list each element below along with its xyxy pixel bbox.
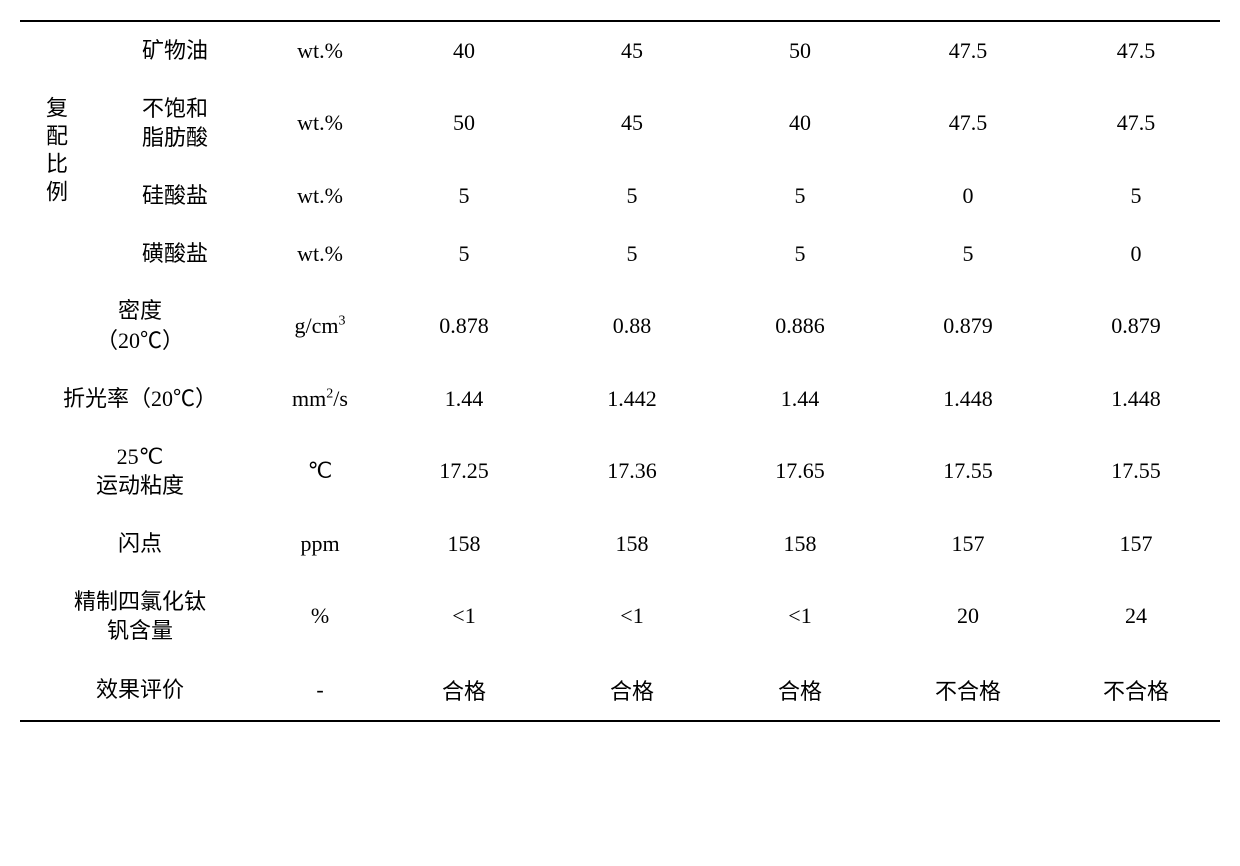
cell-value: 24 <box>1052 573 1220 660</box>
cell-value: 17.55 <box>884 428 1052 515</box>
cell-value: 158 <box>380 515 548 573</box>
cell-value: 47.5 <box>1052 21 1220 80</box>
row-unit: - <box>260 660 380 721</box>
row-unit: mm2/s <box>260 370 380 428</box>
row-unit: wt.% <box>260 167 380 225</box>
row-name: 密度（20℃） <box>20 282 260 369</box>
row-unit: wt.% <box>260 225 380 283</box>
row-name: 不饱和脂肪酸 <box>90 80 260 167</box>
cell-value: 1.448 <box>1052 370 1220 428</box>
row-unit: ppm <box>260 515 380 573</box>
cell-value: 17.25 <box>380 428 548 515</box>
cell-value: 158 <box>716 515 884 573</box>
row-name: 效果评价 <box>20 660 260 721</box>
cell-value: 0.886 <box>716 282 884 369</box>
cell-value: <1 <box>380 573 548 660</box>
cell-value: 1.448 <box>884 370 1052 428</box>
cell-value: 0.88 <box>548 282 716 369</box>
row-unit: ℃ <box>260 428 380 515</box>
cell-value: 45 <box>548 80 716 167</box>
row-unit: wt.% <box>260 80 380 167</box>
cell-value: 5 <box>380 167 548 225</box>
cell-value: 5 <box>716 167 884 225</box>
cell-value: <1 <box>548 573 716 660</box>
cell-value: 0 <box>884 167 1052 225</box>
cell-value: 50 <box>380 80 548 167</box>
cell-value: 1.442 <box>548 370 716 428</box>
cell-value: 不合格 <box>884 660 1052 721</box>
cell-value: 5 <box>548 225 716 283</box>
group-label-text: 复配比例 <box>31 96 79 208</box>
row-name: 25℃运动粘度 <box>20 428 260 515</box>
cell-value: 0.879 <box>884 282 1052 369</box>
data-table: 复配比例矿物油wt.%40455047.547.5不饱和脂肪酸wt.%50454… <box>20 20 1220 722</box>
cell-value: 1.44 <box>380 370 548 428</box>
cell-value: 5 <box>1052 167 1220 225</box>
cell-value: 合格 <box>716 660 884 721</box>
row-unit: % <box>260 573 380 660</box>
cell-value: 40 <box>716 80 884 167</box>
cell-value: 合格 <box>548 660 716 721</box>
row-name: 矿物油 <box>90 21 260 80</box>
cell-value: 5 <box>548 167 716 225</box>
row-name: 折光率（20℃） <box>20 370 260 428</box>
row-unit: wt.% <box>260 21 380 80</box>
row-name: 硅酸盐 <box>90 167 260 225</box>
cell-value: 47.5 <box>884 21 1052 80</box>
row-name: 精制四氯化钛钒含量 <box>20 573 260 660</box>
cell-value: 0.879 <box>1052 282 1220 369</box>
cell-value: 17.55 <box>1052 428 1220 515</box>
cell-value: 1.44 <box>716 370 884 428</box>
cell-value: 17.65 <box>716 428 884 515</box>
cell-value: 5 <box>716 225 884 283</box>
cell-value: 0.878 <box>380 282 548 369</box>
cell-value: 157 <box>1052 515 1220 573</box>
cell-value: 50 <box>716 21 884 80</box>
row-unit: g/cm3 <box>260 282 380 369</box>
cell-value: 0 <box>1052 225 1220 283</box>
row-group-label: 复配比例 <box>20 21 90 282</box>
cell-value: 47.5 <box>1052 80 1220 167</box>
cell-value: 5 <box>884 225 1052 283</box>
cell-value: <1 <box>716 573 884 660</box>
cell-value: 5 <box>380 225 548 283</box>
cell-value: 不合格 <box>1052 660 1220 721</box>
cell-value: 20 <box>884 573 1052 660</box>
row-name: 闪点 <box>20 515 260 573</box>
cell-value: 40 <box>380 21 548 80</box>
cell-value: 47.5 <box>884 80 1052 167</box>
cell-value: 45 <box>548 21 716 80</box>
cell-value: 17.36 <box>548 428 716 515</box>
cell-value: 158 <box>548 515 716 573</box>
row-name: 磺酸盐 <box>90 225 260 283</box>
cell-value: 合格 <box>380 660 548 721</box>
cell-value: 157 <box>884 515 1052 573</box>
